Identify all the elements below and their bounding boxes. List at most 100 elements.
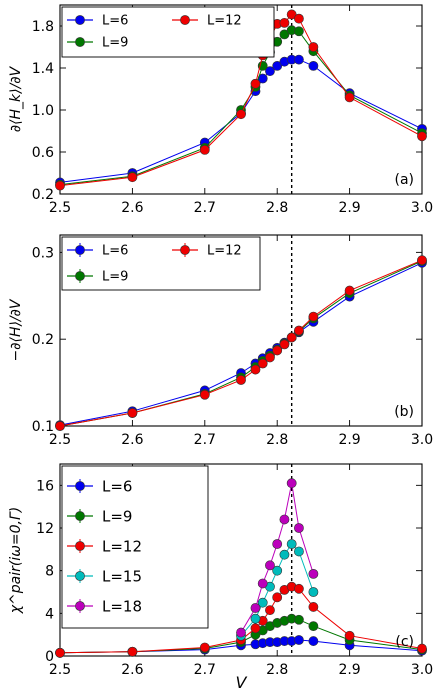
data-point-L=18 <box>286 478 297 489</box>
data-point-L=6 <box>272 61 283 71</box>
x-tick-label: 3.0 <box>411 662 433 678</box>
x-tick-label: 2.6 <box>121 200 143 216</box>
y-tick-label: 0.6 <box>32 145 54 161</box>
plot-area-frame <box>59 463 423 657</box>
data-point-L=12 <box>199 389 210 400</box>
legend-label: L=12 <box>207 14 242 29</box>
data-point-L=15 <box>286 539 297 549</box>
legend-label: L=6 <box>102 14 128 29</box>
data-point-L=6 <box>308 61 319 71</box>
data-point-L=12 <box>250 364 261 375</box>
legend-label: L=6 <box>102 477 132 495</box>
data-point-L=6 <box>265 66 275 77</box>
legend-label: L=6 <box>102 244 128 259</box>
data-point-L=12 <box>199 642 210 653</box>
y-tick-label: 0.1 <box>32 419 54 435</box>
data-point-L=12 <box>279 339 290 350</box>
y-tick-label: 8 <box>45 564 54 580</box>
legend-item-L=9: L=9 <box>67 507 132 525</box>
x-tick-label: 2.9 <box>338 662 360 678</box>
data-point-L=18 <box>257 578 268 589</box>
legend-marker <box>75 481 85 491</box>
data-point-L=12 <box>308 602 319 612</box>
x-tick-label: 3.0 <box>411 432 433 448</box>
data-point-L=12 <box>294 13 304 24</box>
x-tick-label: 2.5 <box>49 200 71 216</box>
data-point-L=12 <box>417 131 427 142</box>
legend-marker <box>75 511 85 521</box>
data-point-L=12 <box>236 109 246 120</box>
chart-panel-1: 2.5 2.6 2.7 2.8 2.9 3.0 0.2 0.6 1.0 1.4 1.8 ∂⟨H_k⟩/… <box>8 4 433 216</box>
legend: L=6 L=9 L=12 <box>61 6 275 58</box>
x-tick-label: 2.8 <box>266 662 288 678</box>
y-tick-label: 0 <box>45 649 54 665</box>
y-tick-label: 1.0 <box>32 103 54 119</box>
legend-item-L=12: L=12 <box>67 537 142 555</box>
data-point-L=12 <box>250 78 261 89</box>
legend-frame <box>61 6 275 58</box>
data-point-L=12 <box>55 421 65 431</box>
plot-area-frame <box>59 234 423 427</box>
legend-label: L=15 <box>102 567 142 585</box>
data-point-L=12 <box>257 358 268 369</box>
legend-label: L=9 <box>102 36 128 51</box>
data-point-L=15 <box>272 565 283 576</box>
y-tick-label: 12 <box>36 521 54 537</box>
y-tick-label: 0.2 <box>32 332 54 348</box>
y-tick-label: 0.2 <box>32 187 54 203</box>
data-point-L=12 <box>272 345 283 356</box>
data-point-L=12 <box>127 172 138 183</box>
data-point-L=12 <box>236 375 246 385</box>
data-point-L=12 <box>417 643 427 654</box>
legend-marker <box>75 601 85 611</box>
data-point-L=12 <box>344 630 355 641</box>
data-point-L=18 <box>272 539 283 549</box>
legend-label: L=12 <box>102 537 142 555</box>
y-tick-label: 1.8 <box>32 19 54 35</box>
x-tick-label: 2.7 <box>194 200 216 216</box>
x-tick-label: 2.6 <box>121 662 143 678</box>
data-point-L=12 <box>272 592 283 603</box>
panel-label: (a) <box>394 172 414 188</box>
y-axis-label: χ^pair(iω=0,Γ) <box>8 507 24 615</box>
data-point-L=15 <box>294 546 304 557</box>
data-point-L=6 <box>308 636 319 646</box>
y-tick-label: 1.4 <box>32 61 54 77</box>
data-point-L=12 <box>294 325 304 336</box>
x-tick-label: 2.6 <box>121 432 143 448</box>
data-point-L=12 <box>55 180 65 191</box>
data-point-L=12 <box>286 332 297 343</box>
data-point-L=18 <box>265 560 275 571</box>
data-point-L=12 <box>286 9 297 20</box>
legend-marker <box>75 571 85 581</box>
data-point-L=18 <box>250 603 261 613</box>
legend-marker <box>75 541 85 551</box>
data-point-L=18 <box>279 514 290 525</box>
x-tick-label: 2.7 <box>194 432 216 448</box>
data-point-L=12 <box>250 623 261 634</box>
data-point-L=12 <box>265 605 275 616</box>
data-point-L=12 <box>344 92 355 103</box>
data-point-L=12 <box>279 17 290 28</box>
chart-panel-3: 2.5 2.6 2.7 2.8 2.9 3.0 0 4 8 12 16 χ^pair(iω=0,Γ) V… <box>8 463 433 692</box>
data-point-L=12 <box>127 646 138 657</box>
x-axis-label: V <box>236 673 248 692</box>
x-tick-label: 3.0 <box>411 200 433 216</box>
legend-item-L=9: L=9 <box>67 36 128 51</box>
panel-label: (b) <box>394 404 414 420</box>
legend-item-L=15: L=15 <box>67 567 142 585</box>
data-point-L=9 <box>294 26 304 37</box>
plot-area-frame <box>59 4 423 195</box>
x-tick-label: 2.5 <box>49 432 71 448</box>
x-tick-label: 2.8 <box>266 432 288 448</box>
legend-item-L=6: L=6 <box>67 477 132 495</box>
data-point-L=12 <box>417 255 427 266</box>
data-point-L=18 <box>236 627 246 638</box>
data-point-L=15 <box>279 549 290 560</box>
legend-item-L=12: L=12 <box>172 14 242 29</box>
data-point-L=15 <box>250 613 261 624</box>
legend-item-L=6: L=6 <box>67 14 128 29</box>
legend-marker <box>75 245 85 255</box>
legend-label: L=9 <box>102 507 132 525</box>
